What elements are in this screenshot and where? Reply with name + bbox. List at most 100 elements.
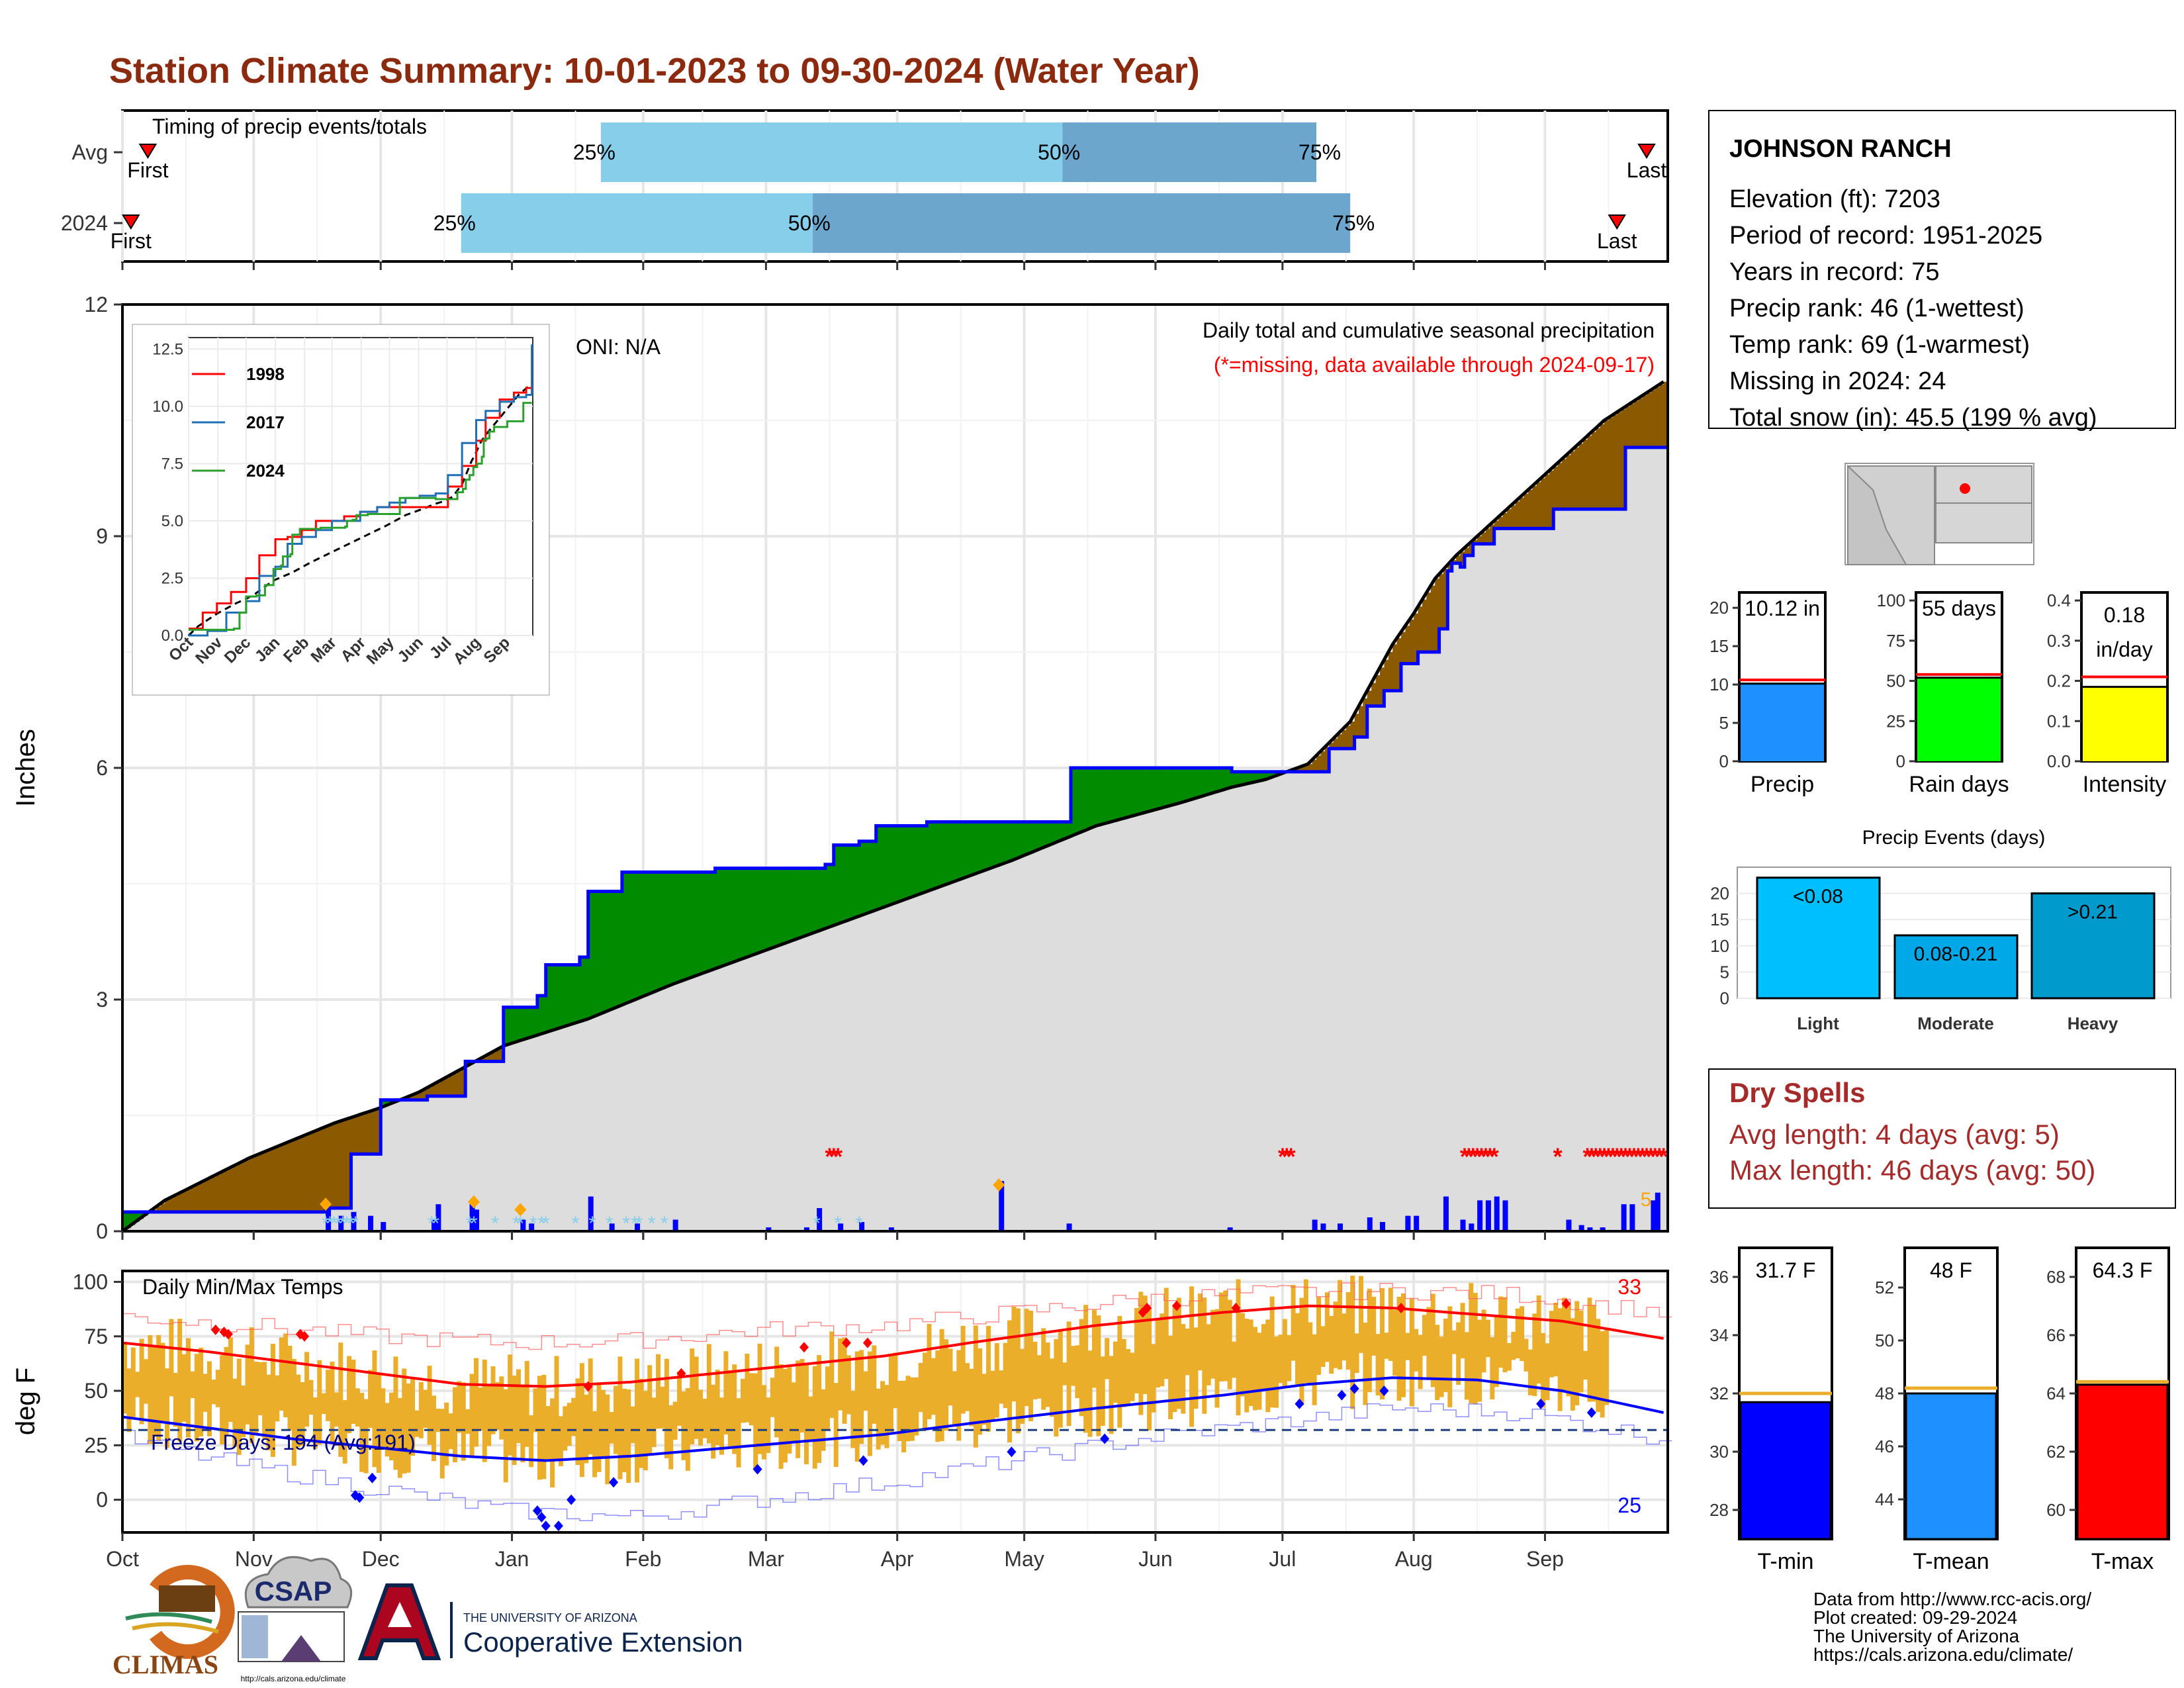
daily-temp-bar	[537, 1376, 542, 1480]
daily-temp-bar	[1527, 1349, 1533, 1395]
daily-temp-bar	[1134, 1308, 1139, 1393]
above-average-fill	[876, 825, 881, 910]
daily-temp-bar	[482, 1359, 487, 1462]
cumulative-base-fill	[1105, 823, 1110, 1231]
daily-temp-bar	[1261, 1324, 1266, 1391]
station-info-line: Period of record: 1951-2025	[1729, 222, 2042, 250]
daily-temp-bar	[1494, 1315, 1499, 1387]
dry-spells-box: Dry Spells Avg length: 4 days (avg: 5) M…	[1708, 1068, 2176, 1209]
above-average-fill	[558, 964, 564, 1029]
precip-events-chart: Precip Events (days) 0 5 10 15 20 <0.08 Light 0…	[1710, 827, 2171, 1033]
cumulative-base-fill	[1091, 827, 1097, 1231]
cumulative-base-fill	[825, 928, 831, 1231]
cumulative-base-fill	[1151, 810, 1156, 1231]
cumulative-base-fill	[1160, 808, 1165, 1231]
above-average-fill	[986, 821, 991, 870]
temp-bar-tick-label: 34	[1709, 1325, 1729, 1345]
missing-marker: *	[1629, 1143, 1639, 1170]
daily-temp-bar	[499, 1376, 504, 1440]
cumulative-base-fill	[156, 1211, 161, 1231]
cumulative-base-fill	[981, 871, 987, 1231]
below-average-fill	[1333, 738, 1338, 749]
above-average-fill	[854, 845, 860, 918]
cumulative-base-fill	[473, 1062, 479, 1231]
daily-temp-bar	[512, 1376, 517, 1466]
daily-temp-bar	[1562, 1297, 1567, 1391]
above-average-fill	[796, 868, 801, 939]
small-bar-tick-label: 50	[1886, 671, 1905, 691]
below-average-fill	[1308, 764, 1313, 772]
below-average-fill	[1342, 729, 1347, 749]
temp-title: Daily Min/Max Temps	[142, 1275, 343, 1299]
cumulative-base-fill	[368, 1154, 373, 1231]
below-average-fill	[334, 1123, 340, 1208]
daily-temp-bar	[1388, 1288, 1393, 1361]
daily-temp-bar	[702, 1399, 707, 1438]
cumulative-base-fill	[1638, 447, 1643, 1232]
below-average-fill	[1405, 626, 1410, 664]
last-marker	[1637, 144, 1656, 159]
above-average-fill	[660, 872, 665, 990]
above-average-fill	[1253, 771, 1258, 782]
daily-temp-bar	[664, 1358, 669, 1458]
daily-temp-bar	[854, 1351, 860, 1462]
inset-ytick-label: 12.5	[152, 340, 183, 358]
daily-precip-bar	[1655, 1192, 1661, 1231]
cumulative-base-fill	[1083, 831, 1089, 1231]
daily-temp-bar	[228, 1337, 233, 1423]
cumulative-base-fill	[1282, 773, 1288, 1231]
missing-marker: *	[1587, 1143, 1596, 1170]
daily-temp-bar	[334, 1392, 339, 1427]
below-average-fill	[245, 1160, 250, 1212]
cumulative-base-fill	[1324, 771, 1330, 1231]
below-average-fill	[296, 1139, 301, 1212]
snow-marker: *	[635, 1213, 643, 1235]
cumulative-base-fill	[1003, 863, 1008, 1231]
daily-temp-bar	[1130, 1352, 1135, 1401]
daily-precip-bar	[1367, 1217, 1373, 1231]
station-info-line: Missing in 2024: 24	[1729, 367, 1946, 395]
below-average-fill	[1430, 585, 1435, 652]
temp-bar-tick-label: 62	[2046, 1442, 2066, 1462]
record-high-marker	[210, 1324, 220, 1335]
above-average-fill	[554, 964, 559, 1030]
below-average-fill	[330, 1125, 335, 1208]
daily-temp-bar	[745, 1354, 750, 1423]
cumulative-base-fill	[1409, 663, 1414, 1231]
cumulative-base-fill	[1659, 447, 1664, 1232]
daily-temp-bar	[381, 1388, 386, 1449]
daily-temp-bar	[563, 1406, 568, 1451]
above-average-fill	[766, 868, 771, 951]
daily-temp-bar	[1147, 1307, 1152, 1431]
below-average-fill	[190, 1188, 195, 1212]
daily-temp-bar	[283, 1333, 289, 1417]
precip-panel: *** *** ******** * *************************…	[11, 261, 1669, 1243]
cumulative-base-fill	[148, 1213, 153, 1231]
above-average-fill	[1185, 768, 1190, 802]
below-average-fill	[1604, 420, 1610, 510]
daily-temp-bar	[1477, 1319, 1482, 1402]
record-low-marker	[752, 1464, 762, 1475]
cumulative-base-fill	[1316, 771, 1322, 1231]
snow-marker: *	[529, 1213, 537, 1235]
below-average-fill	[1338, 734, 1343, 749]
cumulative-base-fill	[173, 1211, 178, 1231]
daily-temp-bar	[1384, 1333, 1389, 1359]
daily-temp-bar	[427, 1366, 432, 1445]
missing-marker: *	[1473, 1143, 1482, 1170]
cumulative-base-fill	[1553, 509, 1559, 1231]
cumulative-base-fill	[351, 1154, 356, 1231]
daily-temp-bar	[173, 1372, 178, 1427]
missing-marker: *	[1608, 1143, 1617, 1170]
month-tick-label: Oct	[106, 1547, 139, 1571]
cumulative-base-fill	[296, 1211, 301, 1231]
first-label: First	[111, 229, 152, 253]
below-average-fill	[494, 1051, 500, 1062]
cumulative-base-fill	[529, 1037, 534, 1231]
below-average-fill	[1596, 428, 1601, 510]
cumulative-base-fill	[452, 1096, 458, 1231]
cumulative-base-fill	[778, 945, 784, 1231]
daily-temp-bar	[402, 1368, 407, 1474]
snow-marker: *	[334, 1213, 342, 1235]
inset-average-line	[187, 383, 533, 637]
